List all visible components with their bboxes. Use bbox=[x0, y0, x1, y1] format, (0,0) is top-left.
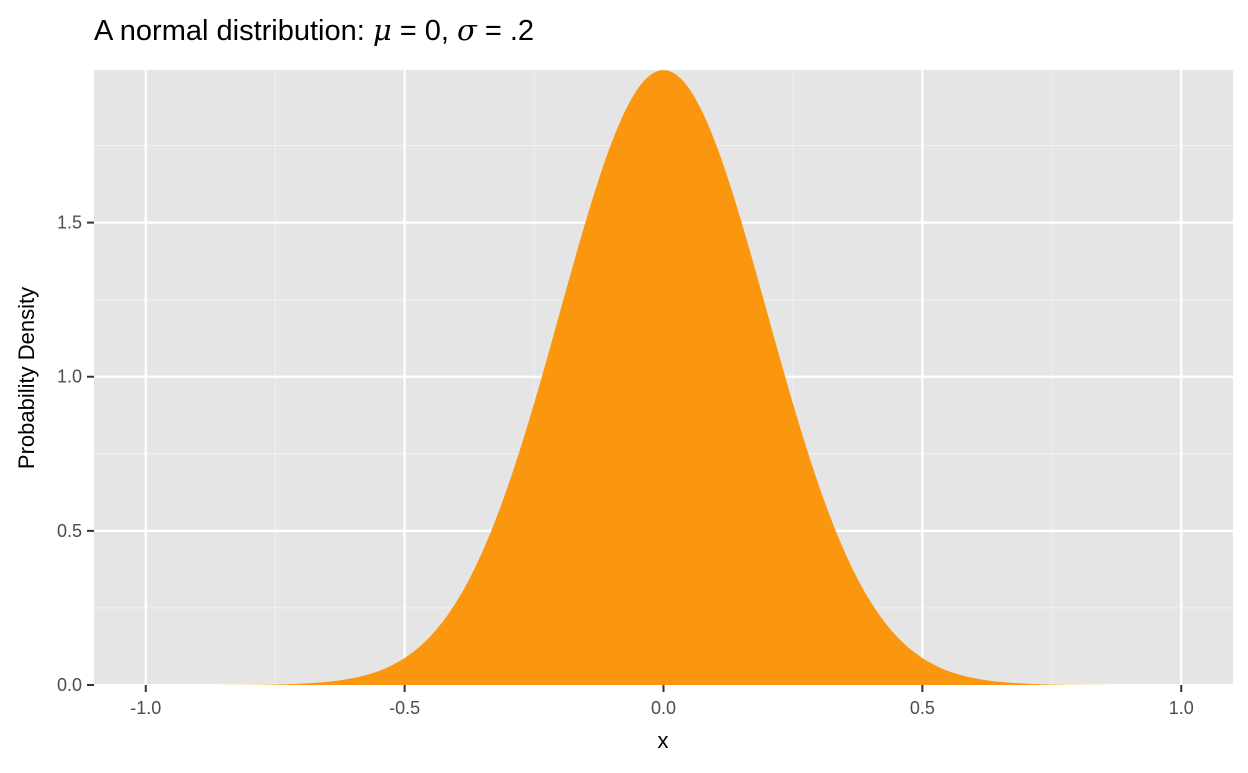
y-axis-label: Probability Density bbox=[14, 287, 39, 469]
x-tick-label: 1.0 bbox=[1169, 698, 1194, 718]
x-tick-label: -0.5 bbox=[389, 698, 420, 718]
y-tick-label: 0.5 bbox=[57, 521, 82, 541]
x-tick-label: -1.0 bbox=[130, 698, 161, 718]
x-tick-label: 0.0 bbox=[651, 698, 676, 718]
x-axis-label: x bbox=[658, 728, 669, 753]
x-tick-label: 0.5 bbox=[910, 698, 935, 718]
density-area bbox=[145, 70, 1182, 686]
axes: -1.0 -0.5 0.0 0.5 1.0 0.0 0.5 1.0 1.5 bbox=[57, 213, 1194, 718]
y-tick-label: 1.5 bbox=[57, 213, 82, 233]
y-tick-label: 1.0 bbox=[57, 367, 82, 387]
chart-title: A normal distribution: μ = 0, σ = .2 bbox=[94, 13, 534, 47]
y-tick-label: 0.0 bbox=[57, 675, 82, 695]
